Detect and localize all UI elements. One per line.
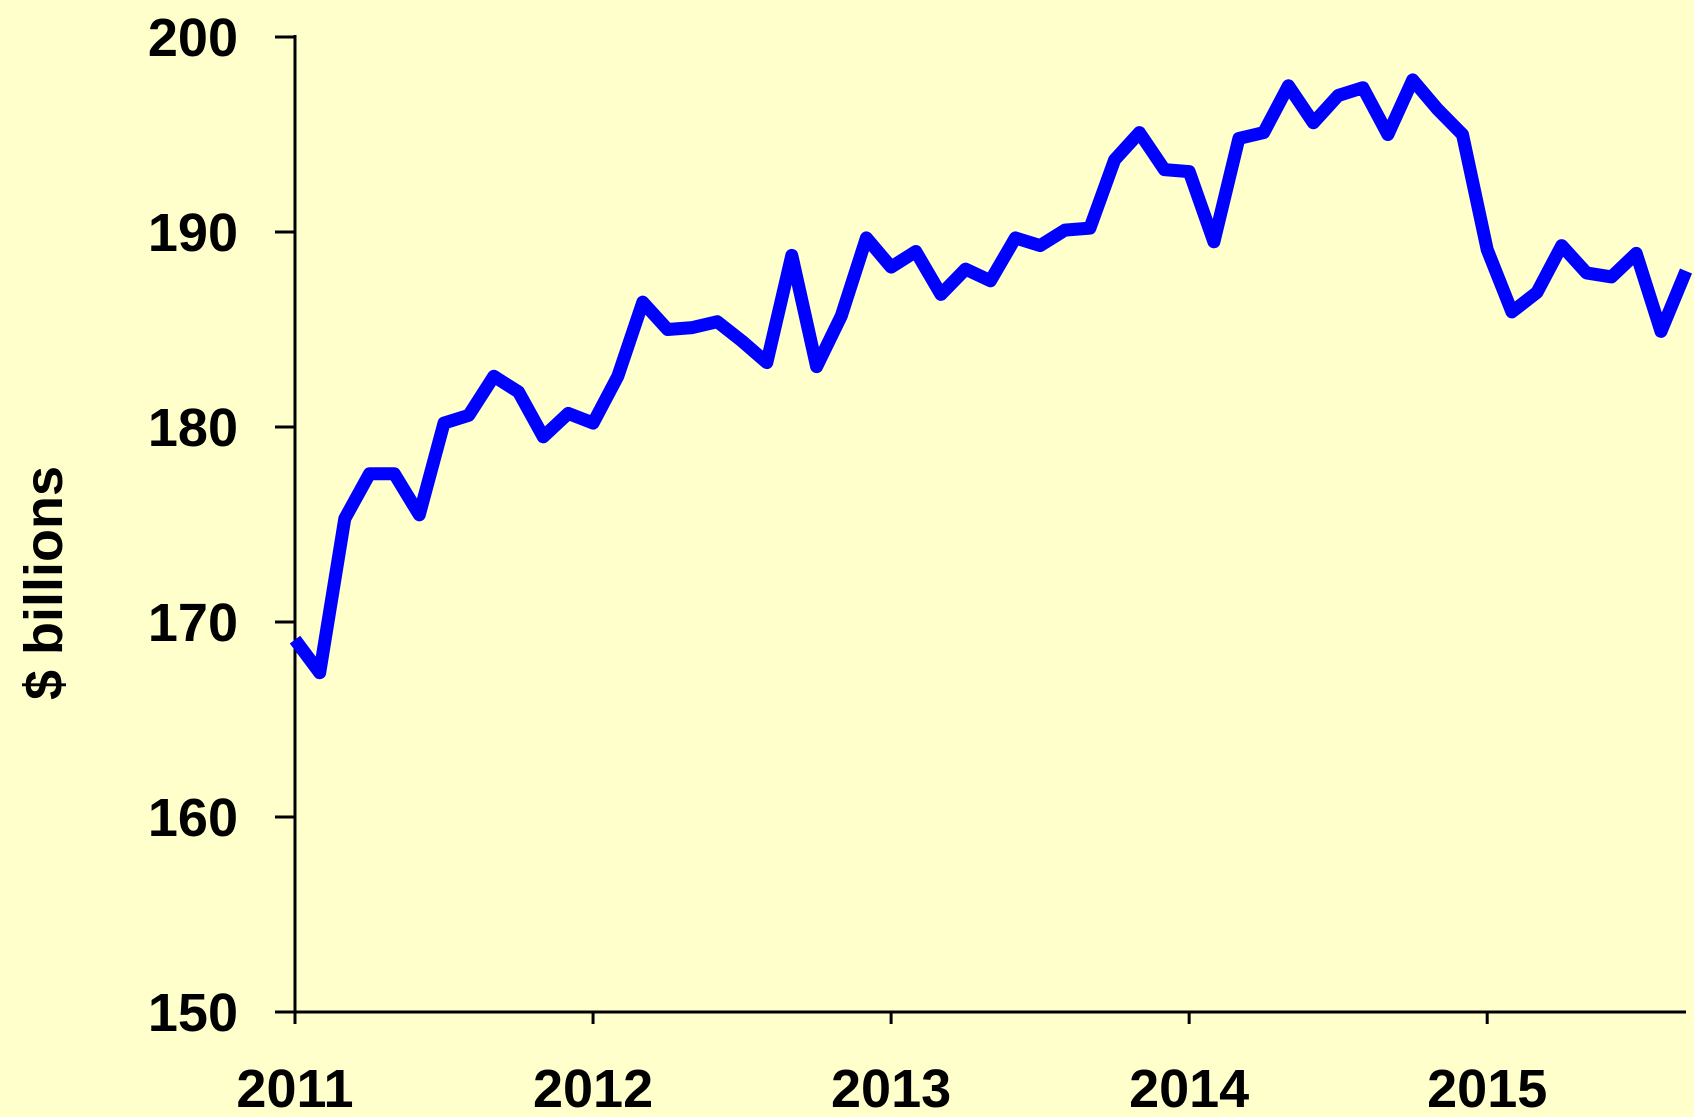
x-tick-label: 2014 xyxy=(1129,1059,1249,1117)
y-tick-label: 200 xyxy=(148,8,238,68)
y-tick-label: 170 xyxy=(148,593,238,653)
x-tick-label: 2011 xyxy=(236,1059,353,1117)
y-tick-label: 150 xyxy=(148,983,238,1043)
y-tick-label: 180 xyxy=(148,398,238,458)
y-axis-label: $ billions xyxy=(14,466,74,700)
data-line xyxy=(289,73,1693,680)
x-tick-label: 2012 xyxy=(533,1059,653,1117)
x-tick-label: 2015 xyxy=(1427,1059,1547,1117)
y-tick-label: 160 xyxy=(148,788,238,848)
x-tick-label: 2013 xyxy=(831,1059,951,1117)
y-tick-label: 190 xyxy=(148,203,238,263)
